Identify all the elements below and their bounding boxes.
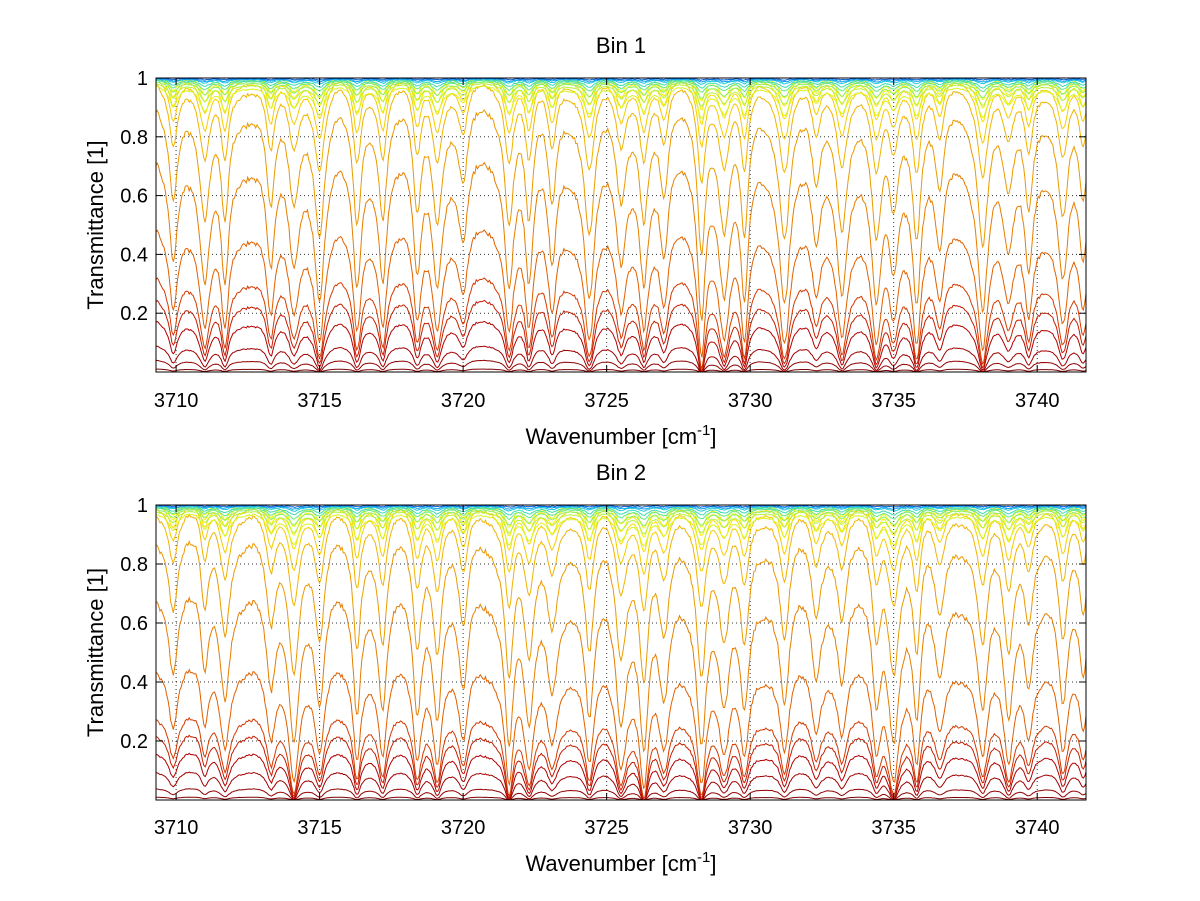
x-tick-label: 3740 [1015, 390, 1060, 412]
y-tick-label: 1 [137, 68, 148, 90]
chart-title: Bin 2 [596, 460, 646, 485]
series-line-10 [156, 84, 1086, 184]
x-axis-label-superscript: -1 [697, 422, 710, 439]
y-tick-label: 0.4 [120, 672, 148, 694]
y-tick-label: 0.2 [120, 303, 148, 325]
series-line-18 [156, 507, 1086, 521]
series-line-7 [156, 668, 1086, 790]
y-tick-label: 1 [137, 495, 148, 517]
series-line-1 [156, 368, 1086, 372]
x-tick-label: 3710 [154, 817, 199, 839]
x-tick-label: 3710 [154, 390, 199, 412]
y-tick-label: 0.2 [120, 731, 148, 753]
series-line-6 [156, 716, 1086, 800]
series-line-6 [156, 277, 1086, 370]
series-line-17 [156, 81, 1086, 100]
x-tick-label: 3730 [728, 390, 773, 412]
x-tick-label: 3735 [871, 817, 916, 839]
x-axis-label: Wavenumber [cm-1] [525, 422, 716, 449]
x-tick-label: 3725 [584, 817, 629, 839]
series-line-18 [156, 80, 1086, 93]
y-tick-label: 0.6 [120, 186, 148, 208]
series-line-3 [156, 345, 1086, 372]
panel-bin-2: 3710 3715 3720 3725 3730 3735 3740 0.2 0.4 0.6 0.8… [83, 460, 1087, 876]
series-line-3 [156, 771, 1086, 800]
series-line-2 [156, 359, 1086, 372]
series-line-5 [156, 299, 1086, 372]
chart-title: Bin 1 [596, 33, 646, 58]
series-group [156, 77, 1086, 372]
y-tick-label: 0.8 [120, 554, 148, 576]
series-line-22 [156, 77, 1086, 81]
y-tick-label: 0.8 [120, 127, 148, 149]
series-group [156, 504, 1086, 800]
x-axis-label-superscript: -1 [697, 849, 710, 866]
series-line-4 [156, 320, 1086, 372]
series-line-15 [156, 513, 1086, 547]
series-line-10 [156, 513, 1086, 612]
series-line-2 [156, 788, 1086, 800]
x-tick-label: 3720 [441, 817, 486, 839]
x-tick-label: 3735 [871, 390, 916, 412]
axes-frame [155, 77, 1087, 373]
x-tick-label: 3715 [297, 817, 342, 839]
series-line-9 [156, 539, 1086, 685]
axes-frame [155, 504, 1087, 801]
x-axis-label: Wavenumber [cm-1] [525, 849, 716, 876]
series-line-17 [156, 508, 1086, 527]
series-line-15 [156, 85, 1086, 120]
series-line-8 [156, 596, 1086, 753]
series-line-21 [156, 504, 1086, 510]
series-line-9 [156, 109, 1086, 256]
series-line-19 [156, 506, 1086, 516]
series-line-4 [156, 752, 1086, 800]
y-axis-label: Transmittance [1] [83, 568, 108, 737]
series-line-8 [156, 161, 1086, 321]
x-tick-label: 3730 [728, 817, 773, 839]
series-line-19 [156, 79, 1086, 89]
series-line-5 [156, 734, 1086, 800]
y-tick-label: 0.4 [120, 244, 148, 266]
series-line-16 [156, 510, 1086, 535]
series-line-12 [156, 504, 1086, 553]
panel-bin-1: 3710 3715 3720 3725 3730 3735 3740 0.2 0.4 0.6 0.8… [83, 33, 1087, 449]
series-line-11 [156, 77, 1086, 149]
x-axis-label-text: Wavenumber [cm [525, 424, 697, 449]
series-line-16 [156, 82, 1086, 108]
x-tick-label: 3740 [1015, 817, 1060, 839]
x-tick-label: 3725 [584, 390, 629, 412]
series-line-22 [156, 504, 1086, 508]
x-tick-label: 3720 [441, 390, 486, 412]
x-axis-label-text: Wavenumber [cm [525, 851, 697, 876]
series-line-7 [156, 229, 1086, 358]
y-axis-label: Transmittance [1] [83, 140, 108, 309]
x-axis-label-end: ] [710, 424, 716, 449]
x-axis-label-end: ] [710, 851, 716, 876]
x-tick-label: 3715 [297, 390, 342, 412]
series-line-13 [156, 504, 1086, 538]
series-line-21 [156, 77, 1086, 83]
y-tick-label: 0.6 [120, 613, 148, 635]
